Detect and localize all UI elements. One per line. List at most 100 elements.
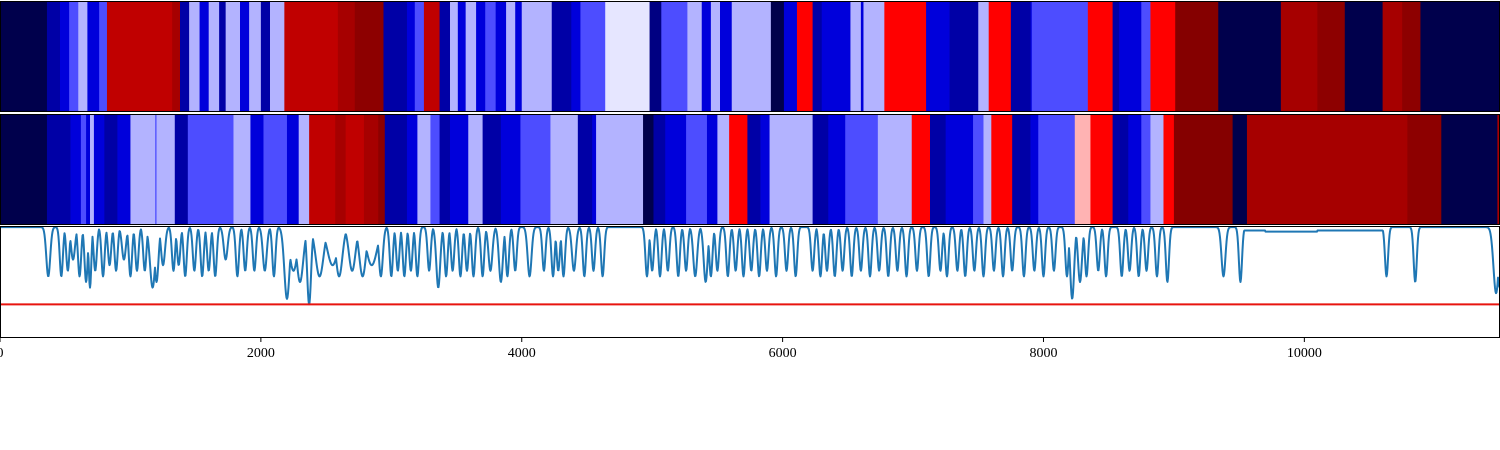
heatmap-cell <box>506 1 516 112</box>
heatmap-cell <box>87 1 100 112</box>
heatmap-cell <box>828 114 846 225</box>
heatmap-cell <box>1030 114 1039 225</box>
heatmap-cell <box>1163 114 1175 225</box>
heatmap-cell <box>1128 114 1142 225</box>
heatmap-cell <box>60 1 70 112</box>
heatmap-cell <box>263 114 288 225</box>
heatmap-cell <box>643 114 655 225</box>
heatmap-cell <box>649 1 662 112</box>
heatmap-cell <box>208 1 220 112</box>
heatmap-cell <box>156 114 176 225</box>
heatmap-cell <box>1119 1 1142 112</box>
heatmap-cell <box>661 1 688 112</box>
heatmap-cell <box>0 1 48 112</box>
heatmap-cell <box>884 1 927 112</box>
heatmap-cell <box>1141 1 1152 112</box>
heatmap-cell <box>973 114 985 225</box>
heatmap-cell <box>911 114 931 225</box>
score-line <box>0 226 1500 306</box>
heatmap-cell <box>99 1 108 112</box>
heatmap-cell <box>687 1 703 112</box>
heatmap-cell <box>550 114 579 225</box>
heatmap-cell <box>70 114 82 225</box>
heatmap-cell <box>174 114 189 225</box>
heatmap-cell <box>260 1 271 112</box>
heatmap-cell <box>430 114 441 225</box>
heatmap-cell <box>1087 1 1114 112</box>
heatmap-cell <box>850 1 862 112</box>
heatmap-cell <box>80 114 87 225</box>
heatmap-cell <box>219 1 227 112</box>
heatmap-cell <box>783 1 798 112</box>
heatmap-cell <box>309 114 336 225</box>
heatmap-cell <box>1420 1 1500 112</box>
heatmap-cell <box>796 1 814 112</box>
heatmap-cell <box>770 1 785 112</box>
heatmap-cell <box>1497 114 1500 225</box>
heatmap-cell <box>863 1 885 112</box>
heatmap-cell <box>450 114 469 225</box>
heatmap-cell <box>468 114 484 225</box>
heatmap-cell <box>978 1 990 112</box>
heatmap-cell <box>240 1 250 112</box>
heatmap-cell <box>187 114 235 225</box>
heatmap-cell <box>180 1 190 112</box>
heatmap-cell <box>106 1 173 112</box>
heatmap-cell <box>520 114 552 225</box>
heatmap-cell <box>414 1 425 112</box>
heatmap-cell <box>354 1 385 112</box>
heatmap-cell <box>686 114 708 225</box>
heatmap-cell <box>521 1 553 112</box>
heatmap-cell <box>189 1 201 112</box>
heatmap-cell <box>439 1 451 112</box>
heatmap-cell <box>1010 1 1032 112</box>
heatmap-cell <box>335 114 347 225</box>
heatmap-cell <box>1218 1 1282 112</box>
heatmap-cell <box>1141 114 1152 225</box>
heatmap-cell <box>1038 114 1076 225</box>
heatmap-cell <box>117 114 132 225</box>
x-tick-label: 8000 <box>1029 346 1057 361</box>
heatmap-cell <box>286 114 300 225</box>
heatmap-cell <box>1090 114 1114 225</box>
heatmap-cell <box>439 114 451 225</box>
heatmap-cell <box>270 1 285 112</box>
heatmap-cell <box>930 114 947 225</box>
heatmap-cell <box>378 114 386 225</box>
heatmap-cell <box>1150 1 1176 112</box>
heatmap-cell <box>945 114 974 225</box>
heatmap-cell <box>551 1 572 112</box>
heatmap-cell <box>500 114 522 225</box>
heatmap-cell <box>1280 1 1318 112</box>
heatmap-cell <box>729 114 748 225</box>
heatmap-cell <box>130 114 156 225</box>
heatmap-cell <box>1441 114 1498 225</box>
heatmap-cell <box>1031 1 1089 112</box>
heatmap-cell <box>1175 1 1219 112</box>
heatmap-cell <box>46 1 61 112</box>
heatmap-cell <box>233 114 252 225</box>
heatmap-cell <box>571 1 582 112</box>
heatmap-cell <box>710 1 721 112</box>
heatmap-cell <box>383 1 408 112</box>
heatmap-cell <box>172 1 181 112</box>
heatmap-cell <box>0 114 48 225</box>
heatmap-cell <box>717 114 730 225</box>
heatmap-cell <box>476 1 486 112</box>
heatmap-cell <box>812 114 829 225</box>
heatmap-cell <box>250 114 265 225</box>
heatmap-cell <box>298 114 310 225</box>
heatmap-cell <box>1232 114 1248 225</box>
heatmap-cell <box>877 114 913 225</box>
x-tick-label: 6000 <box>769 346 797 361</box>
heatmap-cell <box>580 1 606 112</box>
heatmap-cell <box>406 1 416 112</box>
x-tick-label: 0 <box>0 346 4 361</box>
heatmap-cell <box>104 114 118 225</box>
heatmap-cell <box>1173 114 1234 225</box>
heatmap-cell <box>949 1 979 112</box>
heatmap-cell <box>701 1 712 112</box>
heatmap-cell <box>485 1 497 112</box>
heatmap-cell <box>1030 1 1033 112</box>
